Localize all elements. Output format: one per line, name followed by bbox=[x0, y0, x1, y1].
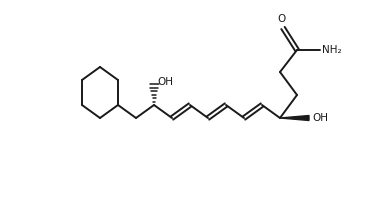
Text: OH: OH bbox=[312, 113, 328, 123]
Text: OH: OH bbox=[157, 77, 173, 87]
Text: NH₂: NH₂ bbox=[322, 45, 342, 55]
Text: O: O bbox=[278, 14, 286, 24]
Polygon shape bbox=[280, 115, 309, 120]
